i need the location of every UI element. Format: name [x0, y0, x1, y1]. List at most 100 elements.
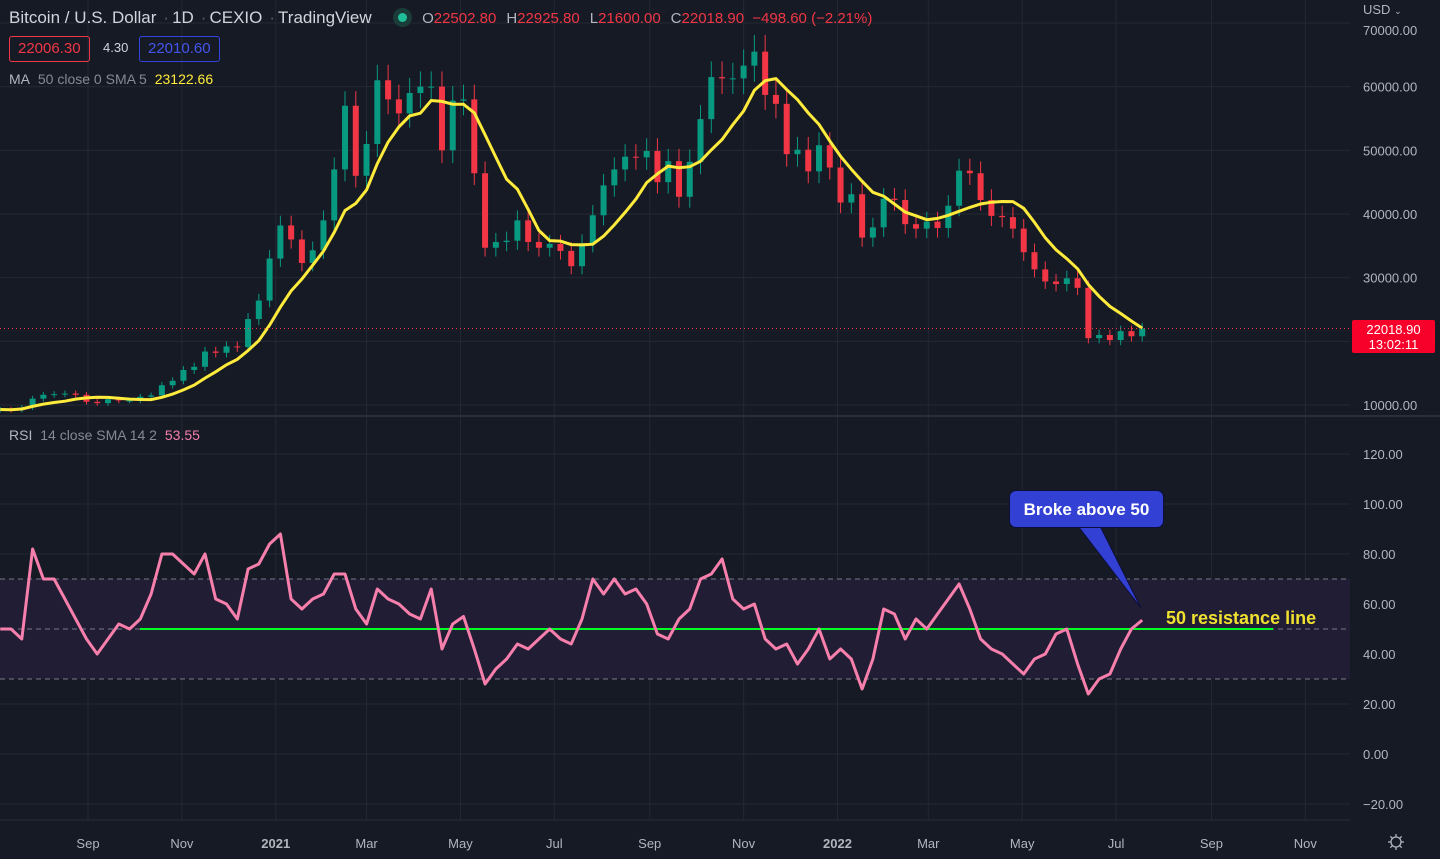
rsi-axis[interactable]: −20.00 0.00 20.00 40.00 60.00 80.00 100.00 120.…: [1363, 447, 1403, 812]
candle-body: [1096, 334, 1103, 339]
candle-body: [697, 119, 704, 162]
time-tick-label: Jul: [546, 836, 563, 851]
rsi-value: 53.55: [164, 427, 200, 443]
source: TradingView: [278, 8, 372, 27]
candle-body: [826, 145, 833, 168]
candle-body: [1031, 252, 1038, 270]
time-tick-label: 2022: [823, 836, 852, 851]
price-tick-label: 40000.00: [1363, 207, 1417, 222]
candle-body: [212, 351, 219, 353]
candle-body: [148, 395, 155, 397]
price-tick-label: 50000.00: [1363, 143, 1417, 158]
ma-legend[interactable]: MA 50 close 0 SMA 5 23122.66: [9, 71, 214, 87]
candle-body: [934, 221, 941, 228]
candle-body: [923, 221, 930, 229]
candle-body: [61, 393, 68, 395]
rsi-legend[interactable]: RSI 14 close SMA 14 2 53.55: [9, 427, 200, 443]
candle-body: [762, 51, 769, 95]
candle-body: [535, 242, 542, 248]
candle-body: [837, 167, 844, 203]
candle-body: [105, 399, 112, 404]
candle-body: [482, 173, 489, 248]
gear-icon[interactable]: [1387, 833, 1405, 851]
candle-body: [1042, 269, 1049, 282]
rsi-tick-label: 80.00: [1363, 547, 1396, 562]
ma-line: [0, 76, 1144, 412]
candle-body: [568, 250, 575, 267]
candle-body: [525, 220, 532, 243]
candle-body: [395, 99, 402, 114]
price-tick-label: 10000.00: [1363, 398, 1417, 413]
candle-body: [169, 380, 176, 386]
candle-body: [374, 80, 381, 144]
candle-body: [999, 215, 1006, 218]
candle-body: [342, 105, 349, 170]
candle-body: [891, 198, 898, 200]
rsi-line: [0, 532, 1144, 696]
candle-body: [579, 243, 586, 267]
time-axis[interactable]: Sep Nov 2021 Mar May Jul Sep Nov 2022 Mar May Jul Se…: [76, 836, 1317, 851]
candle-body: [1106, 334, 1113, 341]
callout-annotation[interactable]: Broke above 50: [1009, 490, 1164, 528]
time-tick-label: 2021: [261, 836, 290, 851]
candle-body: [223, 346, 230, 353]
candle-body: [1139, 328, 1146, 337]
candle-body: [115, 399, 122, 401]
candle-body: [385, 80, 392, 100]
rsi-tick-label: 0.00: [1363, 747, 1388, 762]
candle-body: [880, 198, 887, 228]
price-tick-label: 30000.00: [1363, 271, 1417, 286]
ma-value: 23122.66: [154, 71, 214, 87]
candle-body: [1063, 278, 1070, 285]
price-tick-label: 60000.00: [1363, 80, 1417, 95]
candle-body: [417, 86, 424, 94]
buy-button[interactable]: 22010.60: [139, 36, 220, 62]
candle-body: [859, 194, 866, 238]
symbol-legend[interactable]: Bitcoin / U.S. Dollar · 1D · CEXIO · TradingVi…: [9, 8, 880, 28]
last-price-label: 22018.90 13:02:11: [1352, 320, 1435, 353]
candle-body: [288, 225, 295, 240]
candle-body: [1020, 228, 1027, 253]
sell-button[interactable]: 22006.30: [9, 36, 90, 62]
candle-body: [352, 105, 359, 176]
candle-body: [29, 398, 36, 408]
candle-body: [72, 393, 79, 395]
candle-body: [438, 86, 445, 151]
time-tick-label: Mar: [355, 836, 378, 851]
candle-body: [180, 369, 187, 381]
candle-body: [255, 300, 262, 320]
currency-select[interactable]: USD ⌄: [1363, 2, 1402, 17]
price-axis[interactable]: 10000.00 30000.00 40000.00 50000.00 60000.00…: [1363, 23, 1417, 413]
candle-body: [1128, 331, 1135, 337]
candle-body: [600, 185, 607, 216]
time-tick-label: Nov: [1294, 836, 1318, 851]
candle-body: [320, 220, 327, 251]
ohlc-values: O22502.80 H22925.80 L21600.00 C22018.90 −49…: [422, 10, 873, 27]
candle-body: [956, 170, 963, 206]
rsi-tick-label: 60.00: [1363, 597, 1396, 612]
candle-body: [234, 346, 241, 348]
candle-body: [191, 366, 198, 370]
candle-body: [719, 77, 726, 79]
candle-body: [51, 394, 58, 396]
candle-body: [643, 150, 650, 158]
candle-body: [514, 220, 521, 241]
resistance-label[interactable]: 50 resistance line: [1166, 608, 1317, 628]
candle-body: [622, 156, 629, 170]
candle-body: [298, 239, 305, 264]
exchange: CEXIO: [209, 8, 263, 27]
time-tick-label: Sep: [76, 836, 99, 851]
interval[interactable]: 1D: [172, 8, 194, 27]
candle-body: [708, 77, 715, 120]
candle-body: [772, 94, 779, 104]
candle-body: [363, 143, 370, 176]
candle-body: [40, 394, 47, 399]
candle-body: [675, 161, 682, 197]
candle-body: [632, 156, 639, 158]
candle-body: [1074, 278, 1081, 288]
candle-body: [816, 145, 823, 172]
grid-lines: [0, 0, 1350, 820]
candle-body: [966, 170, 973, 174]
symbol-name: Bitcoin / U.S. Dollar: [9, 8, 157, 27]
